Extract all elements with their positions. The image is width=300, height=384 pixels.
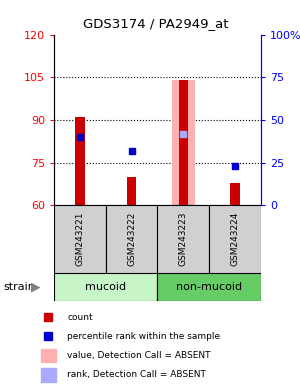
Bar — [158, 273, 261, 301]
Text: rank, Detection Call = ABSENT: rank, Detection Call = ABSENT — [68, 370, 206, 379]
Bar — [54, 273, 158, 301]
Bar — [172, 80, 195, 205]
Text: percentile rank within the sample: percentile rank within the sample — [68, 332, 220, 341]
Text: strain: strain — [3, 282, 35, 292]
Text: value, Detection Call = ABSENT: value, Detection Call = ABSENT — [68, 351, 211, 360]
Bar — [209, 205, 261, 273]
Bar — [127, 177, 136, 205]
Bar — [158, 205, 209, 273]
Bar — [41, 368, 56, 382]
Bar — [75, 117, 85, 205]
Text: GSM243224: GSM243224 — [231, 212, 240, 266]
Bar — [106, 205, 158, 273]
Bar — [230, 183, 240, 205]
Text: count: count — [68, 313, 93, 322]
Bar — [54, 205, 106, 273]
Text: ▶: ▶ — [31, 281, 41, 293]
Bar — [179, 80, 188, 205]
Text: GSM243221: GSM243221 — [75, 212, 84, 266]
Text: non-mucoid: non-mucoid — [176, 282, 242, 292]
Bar — [41, 349, 56, 362]
Text: GSM243223: GSM243223 — [179, 212, 188, 266]
Text: mucoid: mucoid — [85, 282, 126, 292]
Text: GSM243222: GSM243222 — [127, 212, 136, 266]
Text: GDS3174 / PA2949_at: GDS3174 / PA2949_at — [83, 17, 229, 30]
